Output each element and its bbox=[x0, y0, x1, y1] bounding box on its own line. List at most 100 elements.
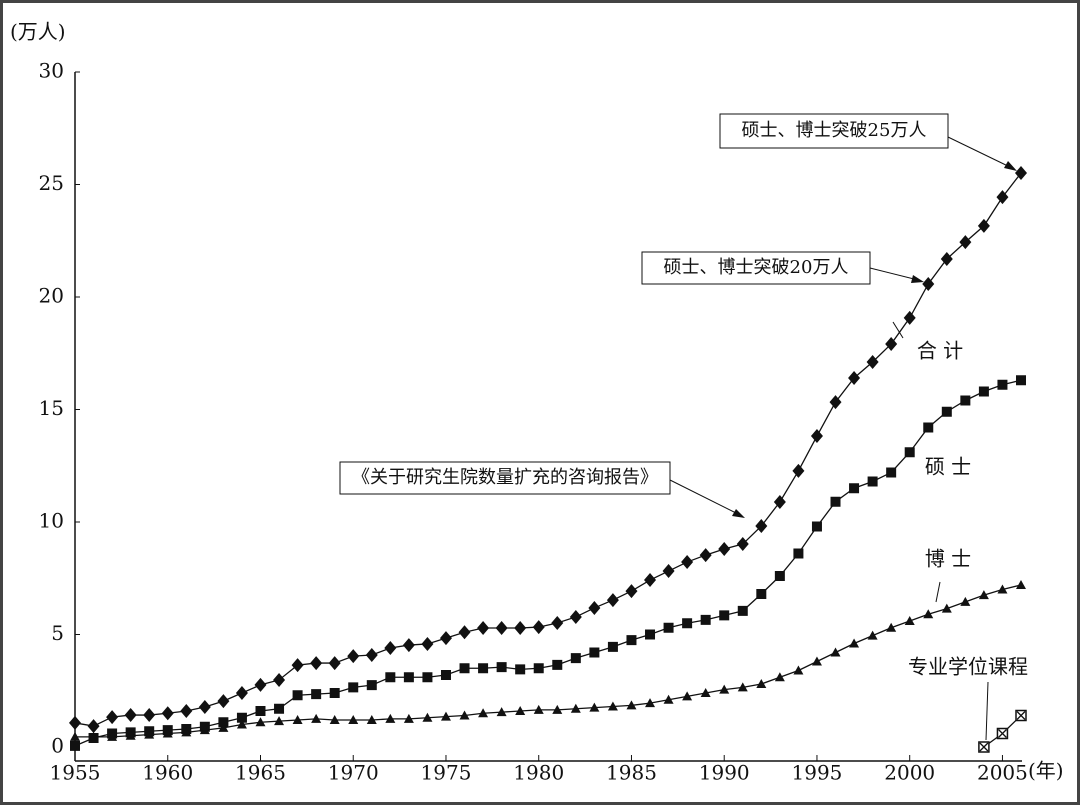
square-marker bbox=[496, 662, 507, 673]
square-marker bbox=[904, 447, 915, 458]
annotation-arrow bbox=[947, 136, 1013, 169]
annotation-box bbox=[339, 461, 671, 495]
diamond-marker bbox=[829, 395, 842, 410]
triangle-marker bbox=[422, 712, 433, 722]
crossbox-marker bbox=[1015, 709, 1027, 722]
square-marker bbox=[218, 717, 229, 728]
square-marker bbox=[255, 706, 266, 716]
diamond-marker bbox=[625, 584, 638, 599]
triangle-marker bbox=[107, 731, 118, 741]
triangle-marker bbox=[645, 698, 656, 708]
diamond-marker bbox=[69, 715, 81, 730]
square-marker bbox=[682, 618, 693, 629]
square-marker bbox=[960, 395, 971, 406]
diamond-marker bbox=[792, 463, 805, 478]
triangle-marker bbox=[719, 684, 730, 694]
series-line bbox=[74, 379, 1022, 747]
square-marker bbox=[774, 571, 785, 581]
triangle-marker bbox=[144, 729, 155, 739]
diamond-marker bbox=[458, 625, 471, 640]
x-tick-label: 1955 bbox=[50, 761, 101, 785]
square-marker bbox=[589, 647, 600, 658]
triangle-marker bbox=[236, 719, 247, 729]
arrow-head bbox=[732, 509, 745, 518]
diamond-marker bbox=[180, 704, 193, 718]
diamond-marker bbox=[291, 658, 304, 673]
square-marker bbox=[645, 629, 656, 640]
square-marker bbox=[867, 476, 878, 487]
diamond-marker bbox=[161, 706, 174, 721]
triangle-marker bbox=[626, 700, 637, 710]
diamond-marker bbox=[699, 548, 712, 563]
diamond-marker bbox=[198, 699, 211, 714]
square-marker bbox=[737, 605, 748, 616]
triangle-marker bbox=[552, 704, 563, 714]
diamond-marker bbox=[885, 337, 898, 352]
triangle-marker bbox=[329, 715, 340, 724]
diamond-marker bbox=[718, 542, 731, 556]
x-tick-label: 2000 bbox=[884, 761, 935, 785]
crossbox-cross bbox=[979, 742, 989, 752]
annotation: 硕士、博士突破25万人 bbox=[719, 113, 1017, 171]
series-label: 博 士 bbox=[925, 547, 971, 571]
square-marker bbox=[719, 610, 730, 621]
diamond-marker bbox=[569, 609, 582, 624]
annotation-text: 硕士、博士突破25万人 bbox=[742, 120, 927, 141]
triangle-marker bbox=[682, 691, 693, 701]
triangle-marker bbox=[941, 603, 952, 613]
diamond-marker bbox=[551, 616, 564, 631]
triangle-marker bbox=[199, 725, 210, 735]
series bbox=[978, 709, 1027, 753]
diamond-marker bbox=[384, 641, 397, 655]
series-label: 专业学位课程 bbox=[908, 655, 1028, 679]
diamond-marker bbox=[439, 631, 452, 646]
y-tick-label: 0 bbox=[51, 734, 64, 758]
x-tick-label: 1980 bbox=[513, 761, 564, 785]
series bbox=[70, 580, 1026, 741]
diamond-marker bbox=[1015, 166, 1027, 181]
square-marker bbox=[311, 689, 322, 700]
square-marker bbox=[292, 690, 303, 701]
diamond-marker bbox=[421, 636, 434, 651]
y-tick-label: 25 bbox=[39, 171, 64, 195]
triangle-marker bbox=[125, 730, 136, 740]
triangle-marker bbox=[589, 702, 600, 712]
annotation-arrow bbox=[869, 267, 919, 281]
triangle-marker bbox=[366, 715, 377, 724]
y-tick-label: 10 bbox=[39, 509, 64, 533]
triangle-marker bbox=[292, 715, 303, 724]
x-tick-label: 1965 bbox=[235, 761, 286, 785]
triangle-marker bbox=[311, 713, 322, 723]
label-leader bbox=[985, 681, 989, 741]
square-marker bbox=[552, 659, 563, 670]
triangle-marker bbox=[774, 672, 785, 682]
square-marker bbox=[830, 496, 841, 507]
series-line bbox=[75, 584, 1022, 738]
triangle-marker bbox=[830, 647, 841, 657]
diamond-marker bbox=[254, 677, 267, 692]
square-marker bbox=[236, 712, 247, 723]
square-marker bbox=[626, 635, 637, 646]
diamond-marker bbox=[143, 708, 156, 723]
diamond-marker bbox=[736, 537, 749, 552]
diamond-marker bbox=[773, 494, 786, 509]
diamond-marker bbox=[662, 564, 675, 579]
series bbox=[69, 166, 1027, 734]
square-marker bbox=[663, 622, 674, 633]
square-marker bbox=[607, 641, 618, 652]
triangle-marker bbox=[403, 713, 414, 723]
triangle-marker bbox=[811, 656, 822, 666]
triangle-marker bbox=[793, 665, 804, 675]
series-label: 合 计 bbox=[917, 339, 963, 363]
y-axis-label: (万人) bbox=[10, 20, 66, 44]
triangle-marker bbox=[515, 706, 526, 715]
triangle-marker bbox=[1016, 580, 1026, 589]
triangle-marker bbox=[348, 715, 359, 724]
triangle-marker bbox=[533, 704, 544, 714]
square-marker bbox=[403, 672, 414, 683]
square-marker bbox=[811, 521, 822, 532]
square-marker bbox=[440, 670, 451, 680]
crossbox-marker bbox=[996, 727, 1009, 740]
triangle-marker bbox=[756, 679, 767, 688]
